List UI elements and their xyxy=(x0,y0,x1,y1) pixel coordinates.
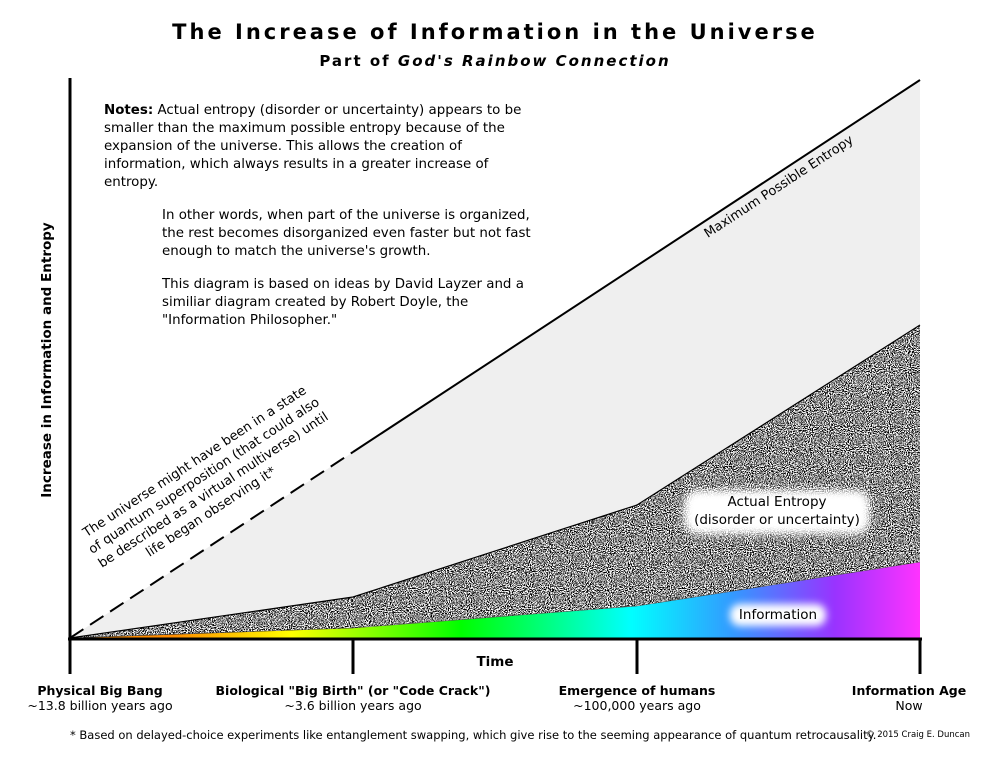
notes-text-1: Actual entropy (disorder or uncertainty)… xyxy=(104,103,522,190)
actual-entropy-label-bg xyxy=(684,490,870,534)
copyright: © 2015 Craig E. Duncan xyxy=(866,730,970,740)
subtitle-prefix: Part of xyxy=(319,52,391,70)
x-category-detail: ~100,000 years ago xyxy=(573,698,701,713)
subtitle-italic: God's Rainbow Connection xyxy=(397,52,671,70)
x-category-name: Physical Big Bang xyxy=(37,683,163,698)
notes-block: Notes: Actual entropy (disorder or uncer… xyxy=(104,102,544,345)
actual-entropy-line xyxy=(69,324,921,639)
max-entropy-dashed-line xyxy=(69,451,354,639)
x-axis-label: Time xyxy=(476,654,513,670)
x-category-name: Information Age xyxy=(851,683,967,698)
information-label: Information xyxy=(739,607,817,623)
notes-label: Notes: xyxy=(104,103,154,118)
information-label-bg xyxy=(730,604,826,626)
x-category-big-birth: Biological "Big Birth" (or "Code Crack")… xyxy=(203,683,503,713)
page-subtitle: Part of God's Rainbow Connection xyxy=(0,52,990,70)
x-category-detail: Now xyxy=(895,698,923,713)
notes-paragraph-3: This diagram is based on ideas by David … xyxy=(162,277,524,328)
actual-entropy-label-2: (disorder or uncertainty) xyxy=(694,512,860,528)
notes-paragraph-2: In other words, when part of the univers… xyxy=(162,208,531,259)
footnote: * Based on delayed-choice experiments li… xyxy=(70,728,877,742)
x-category-name: Biological "Big Birth" (or "Code Crack") xyxy=(215,683,491,698)
max-entropy-line xyxy=(352,79,921,453)
y-axis-label: Increase in Information and Entropy xyxy=(39,222,55,498)
information-line xyxy=(69,627,354,639)
page-title: The Increase of Information in the Unive… xyxy=(172,20,818,44)
x-category-big-bang: Physical Big Bang ~13.8 billion years ag… xyxy=(0,683,250,713)
information-region xyxy=(70,562,920,638)
x-category-detail: ~13.8 billion years ago xyxy=(27,698,173,713)
x-category-humans: Emergence of humans ~100,000 years ago xyxy=(487,683,787,713)
x-category-information-age: Information Age Now xyxy=(759,683,990,713)
x-category-detail: ~3.6 billion years ago xyxy=(284,698,422,713)
notes-paragraph-1: Notes: Actual entropy (disorder or uncer… xyxy=(104,102,544,192)
x-category-name: Emergence of humans xyxy=(558,683,716,698)
actual-entropy-label-1: Actual Entropy xyxy=(727,494,826,510)
information-top-line xyxy=(352,561,921,629)
